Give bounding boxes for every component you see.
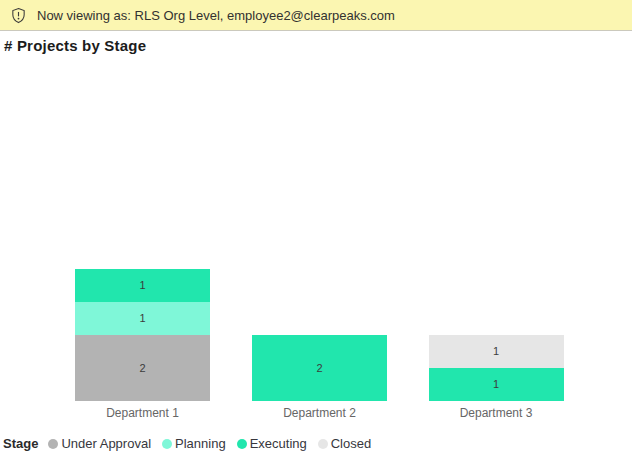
data-label: 2 xyxy=(139,363,145,374)
legend-label: Planning xyxy=(175,436,226,451)
bar-segment-department-1-executing[interactable]: 1 xyxy=(75,269,210,302)
bar-segment-department-3-closed[interactable]: 1 xyxy=(429,335,564,368)
stacked-column-chart: 2 1 1 Department 1 2 Department 2 1 1 Department… xyxy=(0,0,632,468)
bar-segment-department-2-executing[interactable]: 2 xyxy=(252,335,387,401)
legend-item-closed[interactable]: Closed xyxy=(318,436,371,451)
legend-label: Closed xyxy=(331,436,371,451)
legend-item-executing[interactable]: Executing xyxy=(237,436,307,451)
x-axis-label-department-2: Department 2 xyxy=(240,406,400,420)
bar-segment-department-3-executing[interactable]: 1 xyxy=(429,368,564,401)
legend-item-under-approval[interactable]: Under Approval xyxy=(48,436,151,451)
legend-swatch-under-approval xyxy=(48,439,58,449)
chart-legend: Stage Under Approval Planning Executing Clo… xyxy=(3,436,382,451)
data-label: 2 xyxy=(316,363,322,374)
legend-swatch-planning xyxy=(162,439,172,449)
legend-title: Stage xyxy=(3,436,38,451)
data-label: 1 xyxy=(493,346,499,357)
data-label: 1 xyxy=(139,280,145,291)
legend-label: Executing xyxy=(250,436,307,451)
data-label: 1 xyxy=(493,379,499,390)
legend-item-planning[interactable]: Planning xyxy=(162,436,226,451)
bar-segment-department-1-under-approval[interactable]: 2 xyxy=(75,335,210,401)
x-axis-label-department-1: Department 1 xyxy=(63,406,223,420)
legend-swatch-closed xyxy=(318,439,328,449)
x-axis-label-department-3: Department 3 xyxy=(416,406,576,420)
data-label: 1 xyxy=(139,313,145,324)
bar-segment-department-1-planning[interactable]: 1 xyxy=(75,302,210,335)
legend-swatch-executing xyxy=(237,439,247,449)
legend-label: Under Approval xyxy=(61,436,151,451)
